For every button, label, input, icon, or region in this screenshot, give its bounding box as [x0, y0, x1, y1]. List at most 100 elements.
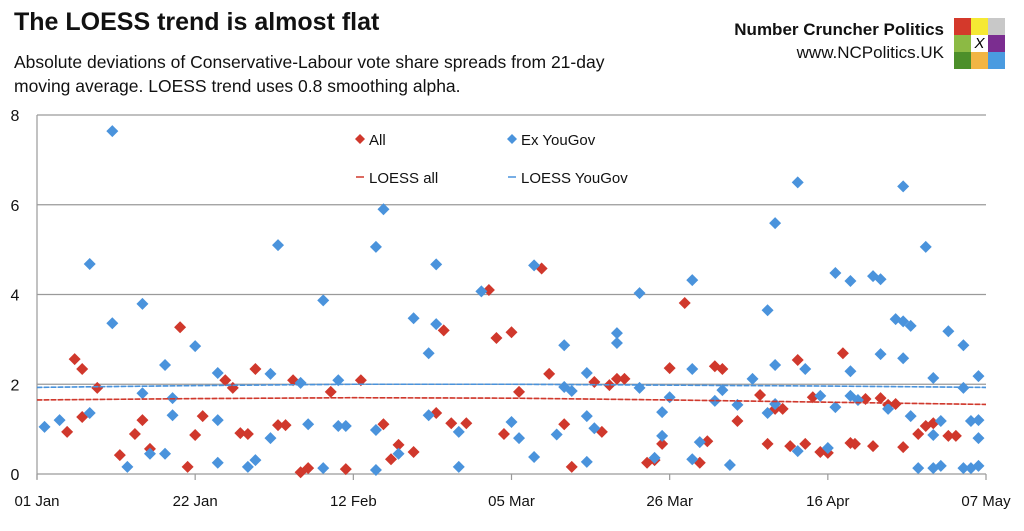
data-point-all [497, 428, 510, 441]
loess-yougov-line [36, 383, 987, 389]
data-point-ex-yougov [686, 274, 699, 287]
data-point-ex-yougov [897, 315, 910, 328]
data-point-all [874, 392, 887, 405]
data-point-ex-yougov [211, 456, 224, 469]
data-point-all [339, 463, 352, 476]
data-point-ex-yougov [656, 406, 669, 419]
data-point-ex-yougov [106, 317, 119, 330]
data-point-ex-yougov [121, 460, 134, 473]
data-point-ex-yougov [761, 304, 774, 317]
data-point-all [949, 429, 962, 442]
data-point-all [799, 437, 812, 450]
data-point-ex-yougov [791, 445, 804, 458]
data-point-all [61, 425, 74, 438]
data-point-ex-yougov [422, 409, 435, 422]
data-point-all [76, 362, 89, 375]
data-point-all [113, 449, 126, 462]
data-point-ex-yougov [264, 367, 277, 380]
data-point-ex-yougov [964, 415, 977, 428]
data-point-ex-yougov [166, 409, 179, 422]
data-point-ex-yougov [904, 319, 917, 332]
data-point-ex-yougov [143, 447, 156, 460]
data-point-all [174, 321, 187, 334]
chart-title: The LOESS trend is almost flat [14, 8, 380, 36]
data-point-ex-yougov [475, 285, 488, 298]
data-point-all [565, 460, 578, 473]
data-point-ex-yougov [942, 325, 955, 338]
brand-name: Number Cruncher Politics [734, 20, 944, 39]
data-point-ex-yougov [972, 414, 985, 427]
data-point-ex-yougov [897, 352, 910, 365]
data-point-ex-yougov [159, 358, 172, 371]
data-point-ex-yougov [957, 462, 970, 475]
legend-label: LOESS all [369, 170, 438, 187]
data-point-all [912, 428, 925, 441]
x-tick-label: 16 Apr [806, 493, 849, 510]
data-point-ex-yougov [844, 365, 857, 378]
data-point-ex-yougov [264, 432, 277, 445]
data-point-ex-yougov [332, 419, 345, 432]
data-point-all [181, 460, 194, 473]
data-point-ex-yougov [369, 463, 382, 476]
data-point-all [848, 437, 861, 450]
data-point-ex-yougov [957, 339, 970, 352]
data-point-ex-yougov [919, 240, 932, 253]
data-point-ex-yougov [769, 358, 782, 371]
data-point-ex-yougov [761, 406, 774, 419]
data-point-ex-yougov [159, 447, 172, 460]
loess-all-line [36, 396, 987, 406]
data-point-ex-yougov [317, 294, 330, 307]
data-point-ex-yougov [791, 176, 804, 189]
legend-label: LOESS YouGov [521, 170, 628, 187]
data-point-ex-yougov [565, 384, 578, 397]
x-tick-label: 12 Feb [330, 493, 377, 510]
data-point-all [196, 410, 209, 423]
data-point-all [377, 418, 390, 431]
data-point-all [505, 326, 518, 339]
data-point-all [234, 427, 247, 440]
data-point-all [68, 353, 81, 366]
data-point-ex-yougov [513, 432, 526, 445]
logo-tile [971, 52, 988, 69]
data-point-ex-yougov [686, 453, 699, 466]
legend-label: All [369, 132, 386, 149]
data-point-all [543, 367, 556, 380]
data-point-ex-yougov [83, 257, 96, 270]
y-tick-label: 4 [11, 288, 20, 305]
data-point-ex-yougov [972, 370, 985, 383]
data-point-ex-yougov [53, 414, 66, 427]
brand-logo: X [954, 18, 1005, 69]
logo-tile [988, 18, 1005, 35]
data-point-ex-yougov [769, 217, 782, 230]
data-point-all [806, 391, 819, 404]
data-point-ex-yougov [302, 418, 315, 431]
data-point-all [272, 419, 285, 432]
data-point-all [897, 441, 910, 454]
data-point-ex-yougov [422, 347, 435, 360]
data-point-all [324, 385, 337, 398]
data-point-ex-yougov [189, 340, 202, 353]
data-point-ex-yougov [272, 239, 285, 252]
y-tick-label: 6 [11, 198, 20, 215]
x-tick-label: 26 Mar [646, 493, 693, 510]
data-point-all [701, 435, 714, 448]
data-point-all [867, 440, 880, 453]
data-point-ex-yougov [904, 410, 917, 423]
data-point-ex-yougov [369, 240, 382, 253]
brand-url: www.NCPolitics.UK [796, 43, 944, 62]
data-point-ex-yougov [633, 381, 646, 394]
data-point-ex-yougov [716, 384, 729, 397]
data-point-all [128, 428, 141, 441]
data-point-all [754, 389, 767, 402]
data-point-ex-yougov [392, 447, 405, 460]
data-point-all [889, 397, 902, 410]
brand: Number Cruncher Politics www.NCPolitics.… [734, 20, 944, 63]
data-point-all [588, 376, 601, 389]
data-point-ex-yougov [377, 203, 390, 216]
data-point-ex-yougov [746, 372, 759, 385]
y-tick-label: 8 [11, 108, 20, 125]
data-point-all [445, 417, 458, 430]
data-point-all [392, 438, 405, 451]
data-point-all [241, 428, 254, 441]
data-point-ex-yougov [106, 125, 119, 138]
